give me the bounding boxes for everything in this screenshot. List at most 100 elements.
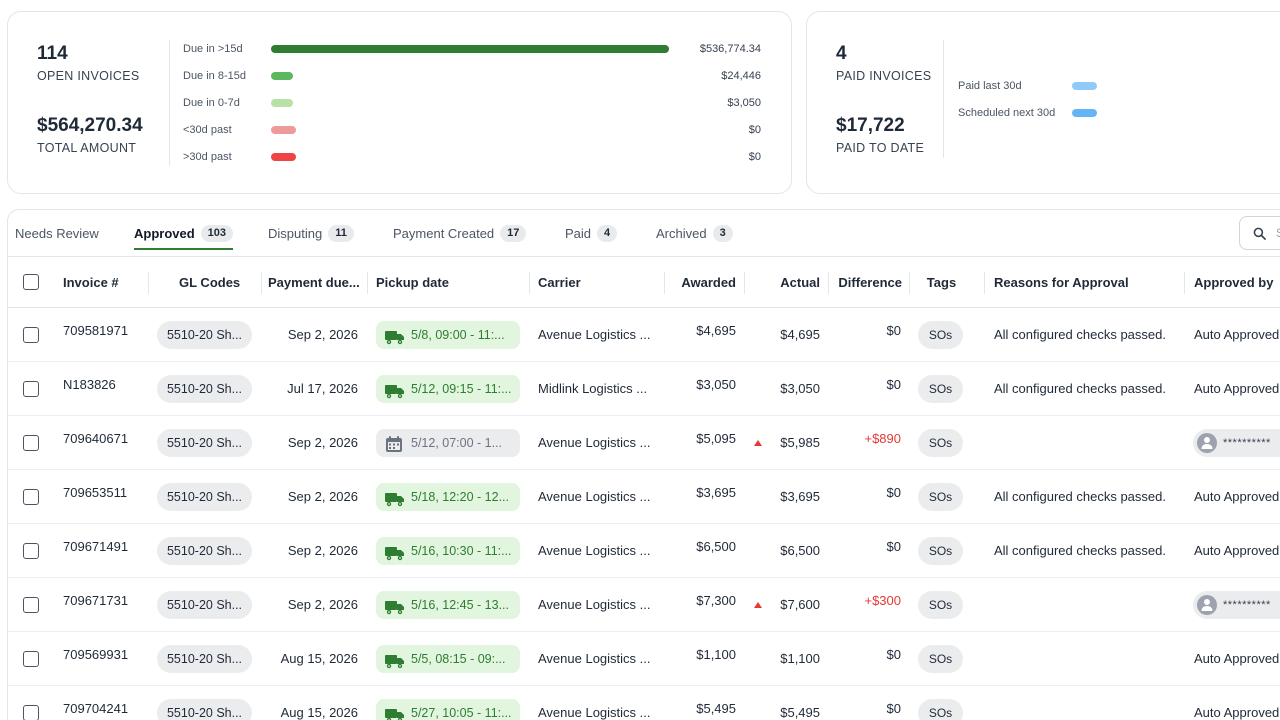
table-row[interactable]: 709671731 5510-20 Sh... Sep 2, 2026 5/16, 1… xyxy=(8,578,1280,632)
paid-row-label: Paid last 30d xyxy=(958,80,1022,92)
aging-row: Due in >15d $536,774.34 xyxy=(183,41,773,57)
tab-payment-created[interactable]: Payment Created 17 xyxy=(393,210,527,257)
tag-pill[interactable]: SOs xyxy=(918,699,963,720)
tab-approved[interactable]: Approved 103 xyxy=(134,210,234,257)
increase-arrow-icon xyxy=(754,602,762,608)
col-gl-codes[interactable]: GL Codes xyxy=(179,275,241,290)
tag-pill[interactable]: SOs xyxy=(918,321,963,349)
invoice-number[interactable]: 709671491 xyxy=(63,539,129,554)
tab-label: Disputing xyxy=(268,226,323,241)
awarded-amount: $5,495 xyxy=(696,701,736,716)
table-row[interactable]: 709704241 5510-20 Sh... Aug 15, 2026 5/27, … xyxy=(8,686,1280,720)
table-row[interactable]: 709569931 5510-20 Sh... Aug 15, 2026 5/5, 0… xyxy=(8,632,1280,686)
awarded-amount: $4,695 xyxy=(696,323,736,338)
row-checkbox[interactable] xyxy=(23,597,39,613)
col-separator xyxy=(529,272,530,294)
truck-icon xyxy=(385,655,404,669)
tab-needs-review[interactable]: Needs Review xyxy=(15,210,99,257)
col-awarded[interactable]: Awarded xyxy=(681,275,736,290)
invoice-number[interactable]: 709569931 xyxy=(63,647,129,662)
card-divider xyxy=(943,40,944,158)
tag-pill[interactable]: SOs xyxy=(918,537,963,565)
pickup-date-text: 5/16, 12:45 - 13... xyxy=(411,598,509,612)
tab-label: Needs Review xyxy=(15,226,99,241)
truck-icon xyxy=(385,601,404,615)
tab-count-badge: 11 xyxy=(328,225,354,242)
tag-pill[interactable]: SOs xyxy=(918,483,963,511)
col-approved-by[interactable]: Approved by xyxy=(1194,275,1274,290)
col-reasons[interactable]: Reasons for Approval xyxy=(994,275,1129,290)
truck-icon-wrap xyxy=(385,597,405,619)
pickup-date-text: 5/5, 08:15 - 09:... xyxy=(411,652,506,666)
carrier-name: Avenue Logistics ... xyxy=(538,435,651,450)
total-amount-stat: $564,270.34 TOTAL AMOUNT xyxy=(37,115,143,155)
tab-archived[interactable]: Archived 3 xyxy=(656,210,733,257)
gl-code-pill: 5510-20 Sh... xyxy=(157,645,252,673)
table-row[interactable]: 709653511 5510-20 Sh... Sep 2, 2026 5/18, 1… xyxy=(8,470,1280,524)
approval-reason: All configured checks passed. xyxy=(994,543,1166,558)
col-difference[interactable]: Difference xyxy=(838,275,902,290)
search-box[interactable]: S xyxy=(1239,216,1280,250)
tab-paid[interactable]: Paid 4 xyxy=(565,210,618,257)
select-all-checkbox[interactable] xyxy=(23,274,39,290)
tag-pill[interactable]: SOs xyxy=(918,645,963,673)
invoice-number[interactable]: 709581971 xyxy=(63,323,129,338)
row-checkbox[interactable] xyxy=(23,381,39,397)
aging-value: $3,050 xyxy=(727,97,761,109)
table-row[interactable]: 709581971 5510-20 Sh... Sep 2, 2026 5/8, 09… xyxy=(8,308,1280,362)
awarded-amount: $3,050 xyxy=(696,377,736,392)
actual-amount: $7,600 xyxy=(780,597,820,612)
row-checkbox[interactable] xyxy=(23,705,39,720)
aging-label: Due in 0-7d xyxy=(183,97,240,109)
pickup-date-pill: 5/12, 09:15 - 11:... xyxy=(376,375,520,403)
row-checkbox[interactable] xyxy=(23,435,39,451)
row-checkbox[interactable] xyxy=(23,489,39,505)
aging-bar-track xyxy=(271,126,669,134)
paid-invoices-label: PAID INVOICES xyxy=(836,69,932,83)
row-checkbox[interactable] xyxy=(23,327,39,343)
col-tags[interactable]: Tags xyxy=(926,275,957,290)
paid-invoices-card: 4 PAID INVOICES $17,722 PAID TO DATE Pai… xyxy=(806,11,1280,194)
avatar xyxy=(1197,595,1217,615)
aging-label: <30d past xyxy=(183,124,232,136)
col-payment-due[interactable]: Payment due... xyxy=(268,275,360,290)
col-pickup-date[interactable]: Pickup date xyxy=(376,275,449,290)
col-invoice[interactable]: Invoice # xyxy=(63,275,119,290)
aging-value: $0 xyxy=(748,124,761,136)
invoice-number[interactable]: 709671731 xyxy=(63,593,129,608)
truck-icon-wrap xyxy=(385,327,405,349)
total-amount-label: TOTAL AMOUNT xyxy=(37,141,137,155)
tag-pill[interactable]: SOs xyxy=(918,429,963,457)
truck-icon xyxy=(385,493,404,507)
invoice-number[interactable]: 709704241 xyxy=(63,701,129,716)
truck-icon xyxy=(385,331,404,345)
invoice-number[interactable]: 709653511 xyxy=(63,485,128,500)
tab-disputing[interactable]: Disputing 11 xyxy=(268,210,354,257)
col-actual[interactable]: Actual xyxy=(780,275,820,290)
aging-bar-track xyxy=(271,153,669,161)
aging-bar-track xyxy=(271,45,669,53)
truck-icon xyxy=(385,547,404,561)
row-checkbox[interactable] xyxy=(23,651,39,667)
tab-label: Archived xyxy=(656,226,707,241)
table-row[interactable]: N183826 5510-20 Sh... Jul 17, 2026 5/12, 09… xyxy=(8,362,1280,416)
table-row[interactable]: 709671491 5510-20 Sh... Sep 2, 2026 5/16, 1… xyxy=(8,524,1280,578)
aging-label: >30d past xyxy=(183,151,232,163)
row-checkbox[interactable] xyxy=(23,543,39,559)
gl-code-pill: 5510-20 Sh... xyxy=(157,375,252,403)
search-input[interactable]: S xyxy=(1276,226,1280,240)
invoice-number[interactable]: N183826 xyxy=(63,377,116,392)
approval-reason xyxy=(994,578,1184,632)
truck-icon-wrap xyxy=(385,705,405,720)
invoice-number[interactable]: 709640671 xyxy=(63,431,129,446)
gl-code-pill: 5510-20 Sh... xyxy=(157,591,252,619)
table-row[interactable]: 709640671 5510-20 Sh... Sep 2, 2026 5/12, 0… xyxy=(8,416,1280,470)
carrier-name: Avenue Logistics ... xyxy=(538,327,651,342)
tag-pill[interactable]: SOs xyxy=(918,591,963,619)
actual-amount: $3,050 xyxy=(780,381,820,396)
pickup-date-pill: 5/27, 10:05 - 11:... xyxy=(376,699,520,720)
col-carrier[interactable]: Carrier xyxy=(538,275,581,290)
tag-pill[interactable]: SOs xyxy=(918,375,963,403)
tab-label: Payment Created xyxy=(393,226,495,241)
difference-amount: +$300 xyxy=(864,593,901,608)
